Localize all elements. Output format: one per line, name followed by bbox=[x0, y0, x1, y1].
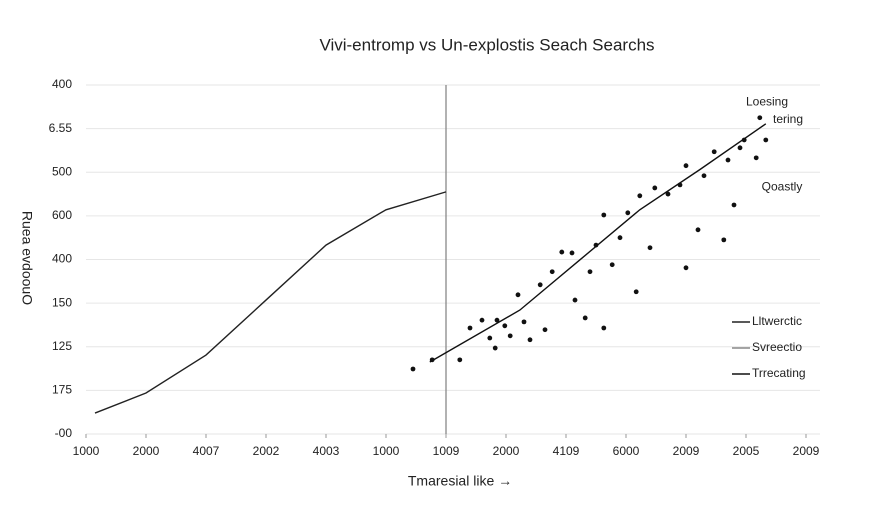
point bbox=[593, 242, 599, 248]
point bbox=[701, 173, 707, 179]
y-tick-label: 150 bbox=[52, 295, 72, 309]
point bbox=[559, 249, 565, 255]
x-tick-label: 4007 bbox=[193, 444, 220, 458]
x-tick-label: 4109 bbox=[553, 444, 580, 458]
y-tick-label: 175 bbox=[52, 383, 72, 397]
point bbox=[569, 250, 575, 256]
point bbox=[665, 191, 671, 197]
y-tick-label: 400 bbox=[52, 77, 72, 91]
point bbox=[492, 345, 498, 351]
point bbox=[637, 193, 643, 199]
point bbox=[725, 157, 731, 163]
point bbox=[683, 265, 689, 271]
x-tick-label: 2000 bbox=[133, 444, 160, 458]
x-tick-label: 1009 bbox=[433, 444, 460, 458]
chart-title: Vivi-entromp vs Un-explostis Seach Searc… bbox=[319, 35, 654, 54]
legend-label: Svreectio bbox=[752, 340, 802, 354]
annotation: tering bbox=[773, 112, 803, 126]
point bbox=[410, 366, 416, 372]
legend-label: Lltwerctic bbox=[752, 314, 802, 328]
x-tick-label: 1000 bbox=[73, 444, 100, 458]
y-tick-label: 500 bbox=[52, 164, 72, 178]
point bbox=[521, 319, 527, 325]
point bbox=[695, 227, 701, 233]
point bbox=[507, 333, 513, 339]
legend-label: Trrecating bbox=[752, 366, 806, 380]
point bbox=[515, 292, 521, 298]
y-tick-label: 125 bbox=[52, 339, 72, 353]
y-tick-label: 6.55 bbox=[49, 121, 73, 135]
line bbox=[94, 191, 447, 414]
point bbox=[617, 235, 623, 241]
point bbox=[549, 269, 555, 275]
point bbox=[542, 327, 548, 333]
point bbox=[633, 289, 639, 295]
y-tick-label: 400 bbox=[52, 252, 72, 266]
point bbox=[731, 202, 737, 208]
point bbox=[537, 282, 543, 288]
point bbox=[763, 137, 769, 143]
x-tick-label: 6000 bbox=[613, 444, 640, 458]
x-tick-label: 4003 bbox=[313, 444, 340, 458]
point bbox=[737, 145, 743, 151]
point bbox=[494, 317, 500, 323]
y-axis-label: Ruea evdoouO bbox=[19, 211, 35, 305]
point bbox=[601, 212, 607, 218]
point bbox=[527, 337, 533, 343]
point bbox=[721, 237, 727, 243]
x-tick-label: 2000 bbox=[493, 444, 520, 458]
point bbox=[457, 357, 463, 363]
point bbox=[502, 323, 508, 329]
annotation: Qoastly bbox=[762, 180, 803, 194]
point bbox=[625, 210, 631, 216]
point bbox=[753, 155, 759, 161]
point bbox=[609, 262, 615, 268]
y-tick-label: -00 bbox=[55, 426, 73, 440]
point bbox=[652, 185, 658, 191]
point bbox=[647, 245, 653, 251]
x-tick-label: 2009 bbox=[793, 444, 820, 458]
point bbox=[587, 269, 593, 275]
y-tick-label: 600 bbox=[52, 208, 72, 222]
point bbox=[479, 317, 485, 323]
x-tick-label: 1000 bbox=[373, 444, 400, 458]
x-axis-label: Tmaresial like → bbox=[408, 473, 512, 489]
point bbox=[429, 357, 435, 363]
point bbox=[677, 182, 683, 188]
point bbox=[582, 315, 588, 321]
point bbox=[601, 325, 607, 331]
annotation: Loesing bbox=[746, 95, 788, 109]
point bbox=[467, 325, 473, 331]
point bbox=[711, 149, 717, 155]
x-tick-label: 2009 bbox=[673, 444, 700, 458]
point bbox=[487, 335, 493, 341]
point bbox=[683, 163, 689, 169]
point bbox=[757, 115, 763, 121]
x-tick-label: 2002 bbox=[253, 444, 280, 458]
point bbox=[741, 137, 747, 143]
line bbox=[429, 123, 767, 363]
x-tick-label: 2005 bbox=[733, 444, 760, 458]
point bbox=[572, 297, 578, 303]
